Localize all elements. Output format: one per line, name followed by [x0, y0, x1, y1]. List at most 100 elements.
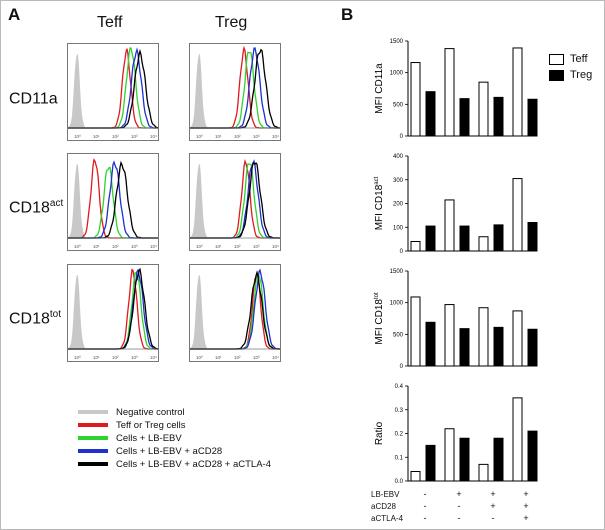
bar-teff — [478, 463, 489, 482]
bar-treg — [527, 430, 538, 482]
condition-mark: - — [457, 501, 461, 511]
histogram-tick-label: 10² — [112, 134, 119, 139]
bar-chart-ratio: 0.0 0.1 0.2 0.3 0.4 Ratio — [374, 384, 538, 485]
y-tick-label: 1500 — [390, 39, 404, 45]
histogram-tick-label: 10² — [234, 134, 241, 139]
panel-a-letter: A — [8, 5, 21, 24]
bar-legend-treg: Treg — [549, 69, 592, 81]
condition-mark: - — [423, 489, 427, 499]
legend-box-teff — [549, 53, 564, 65]
histogram-tick-label: 10⁰ — [196, 134, 203, 139]
bar-legend-teff: Teff — [549, 53, 588, 65]
histogram-plot: 10⁰ 10¹ 10² 10³ 10⁴ — [190, 268, 280, 360]
histogram-tick-label: 10⁰ — [74, 244, 81, 249]
row-label-cd11a: CD11a — [9, 90, 58, 108]
panel-b-letter: B — [341, 5, 354, 24]
histogram-tick-label: 10⁰ — [74, 355, 81, 360]
condition-mark: + — [456, 489, 462, 499]
histogram-tick-label: 10⁰ — [196, 244, 203, 249]
histogram-plot: 10⁰ 10¹ 10² 10³ 10⁴ — [190, 159, 280, 249]
condition-mark: + — [490, 501, 496, 511]
bar-teff — [512, 178, 523, 252]
histogram-trace-negative-control — [190, 163, 280, 238]
histogram-tick-label: 10³ — [253, 355, 260, 360]
histogram-tick-label: 10³ — [253, 134, 260, 139]
histogram-trace-negative-control — [190, 274, 280, 349]
bar-treg — [527, 222, 538, 252]
legend-label: Cells + LB-EBV + aCD28 + aCTLA-4 — [116, 459, 271, 470]
bar-treg — [493, 437, 504, 482]
histogram-trace-negative-control — [190, 53, 280, 128]
condition-label-lbebv: LB-EBV — [371, 490, 400, 499]
column-title-teff: Teff — [97, 14, 123, 31]
y-tick-label: 500 — [393, 102, 404, 108]
row-label-cd18tot: CD18tot — [9, 309, 62, 328]
y-tick-label: 0.2 — [395, 432, 404, 438]
y-axis-label: MFI CD11a — [374, 63, 385, 114]
y-axis-label: MFI CD18act — [374, 176, 385, 230]
histogram-cd18tot-treg: 10⁰ 10¹ 10² 10³ 10⁴ — [189, 264, 281, 362]
histogram-plot: 10⁰ 10¹ 10² 10³ 10⁴ — [190, 45, 280, 139]
histogram-tick-label: 10³ — [131, 355, 138, 360]
histogram-tick-label: 10⁴ — [272, 355, 279, 360]
histogram-tick-label: 10¹ — [215, 355, 222, 360]
y-tick-label: 1500 — [390, 269, 404, 275]
bar-teff — [512, 310, 523, 367]
histogram-tick-label: 10⁴ — [272, 244, 279, 249]
legend-label: Cells + LB-EBV + aCD28 — [116, 446, 223, 457]
y-tick-label: 0.1 — [395, 455, 404, 461]
legend-item: Teff or Treg cells — [78, 420, 186, 431]
row-label-cd18act: CD18act — [9, 198, 64, 217]
y-tick-label: 300 — [393, 178, 404, 184]
condition-label-acd28: aCD28 — [371, 502, 396, 511]
legend-label: Cells + LB-EBV — [116, 433, 182, 444]
bar-teff — [444, 48, 455, 137]
histogram-plot: 10⁰ 10¹ 10² 10³ 10⁴ — [68, 47, 158, 139]
histogram-tick-label: 10⁴ — [150, 134, 157, 139]
histogram-cd11a-treg: 10⁰ 10¹ 10² 10³ 10⁴ — [189, 43, 281, 141]
y-tick-label: 100 — [393, 225, 404, 231]
y-tick-label: 0 — [400, 364, 404, 370]
legend-item: Cells + LB-EBV + aCD28 — [78, 446, 222, 457]
histogram-tick-label: 10² — [112, 244, 119, 249]
histogram-trace-negative-control — [68, 163, 158, 238]
condition-mark: - — [457, 513, 461, 523]
bar-treg — [425, 321, 436, 367]
histogram-plot: 10⁰ 10¹ 10² 10³ 10⁴ — [68, 267, 158, 360]
bar-teff — [410, 296, 421, 367]
bar-chart-cd18act: 0 100 200 300 400 MFI CD18act — [374, 154, 538, 255]
legend-item: Cells + LB-EBV + aCD28 + aCTLA-4 — [78, 459, 271, 470]
y-tick-label: 1000 — [390, 71, 404, 77]
y-tick-label: 1000 — [390, 301, 404, 307]
legend-swatch — [78, 423, 108, 428]
legend-item: Negative control — [78, 407, 185, 418]
condition-mark: + — [523, 501, 529, 511]
y-tick-label: 0.3 — [395, 408, 404, 414]
histogram-tick-label: 10¹ — [93, 134, 100, 139]
histogram-tick-label: 10² — [112, 355, 119, 360]
bar-teff — [410, 471, 421, 482]
y-tick-label: 400 — [393, 154, 404, 160]
y-tick-label: 0.0 — [395, 479, 404, 485]
histogram-tick-label: 10⁰ — [74, 134, 81, 139]
bar-treg — [425, 444, 436, 482]
bar-treg — [493, 326, 504, 367]
condition-mark: + — [523, 489, 529, 499]
legend-swatch — [78, 449, 108, 454]
bar-chart-cd11a: 0 500 1000 1500 MFI CD11a — [374, 39, 538, 140]
bar-treg — [527, 328, 538, 367]
bar-teff — [444, 199, 455, 252]
y-tick-label: 500 — [393, 332, 404, 338]
y-axis-label: Ratio — [374, 421, 385, 445]
histogram-tick-label: 10³ — [253, 244, 260, 249]
histogram-cd18act-teff: 10⁰ 10¹ 10² 10³ 10⁴ — [67, 153, 159, 251]
histogram-tick-label: 10² — [234, 355, 241, 360]
histogram-tick-label: 10¹ — [215, 134, 222, 139]
legend-swatch — [78, 436, 108, 441]
bar-teff — [478, 236, 489, 252]
column-title-treg: Treg — [215, 14, 248, 31]
histogram-tick-label: 10⁴ — [150, 244, 157, 249]
histogram-cd18tot-teff: 10⁰ 10¹ 10² 10³ 10⁴ — [67, 264, 159, 362]
histogram-tick-label: 10³ — [131, 134, 138, 139]
